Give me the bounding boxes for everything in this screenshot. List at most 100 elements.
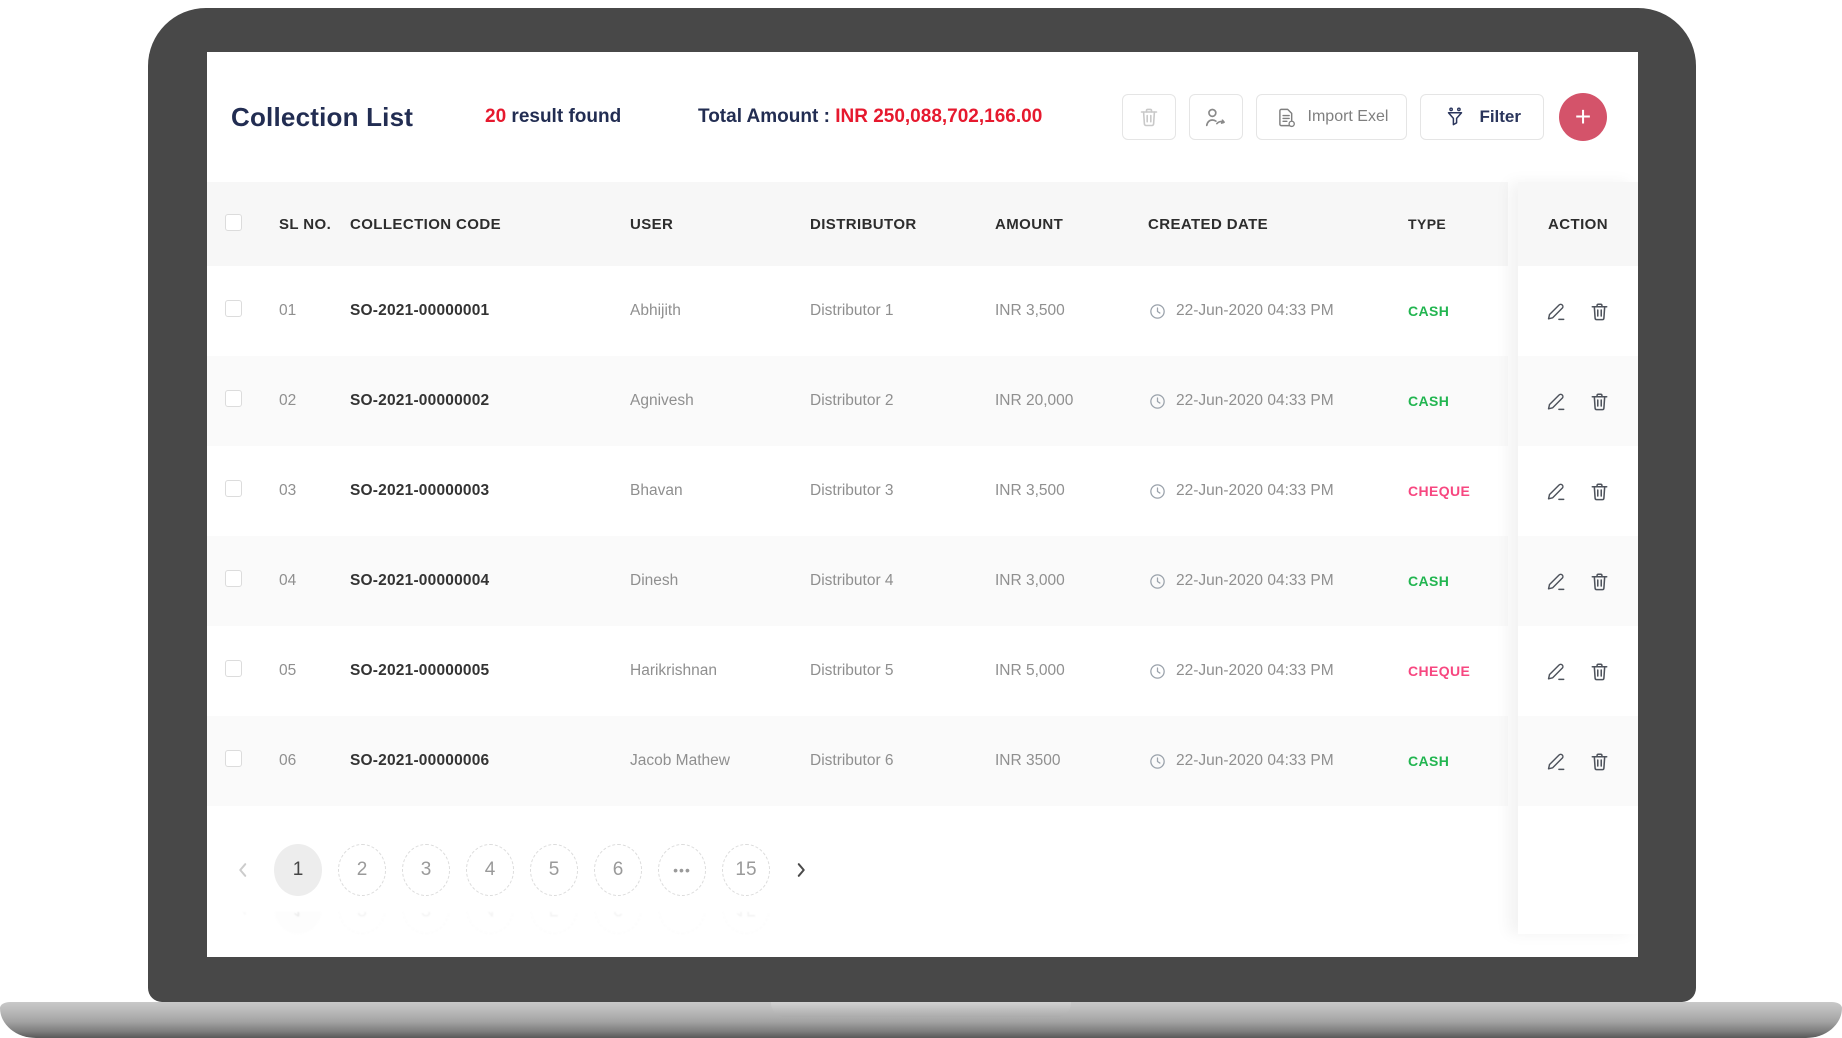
edit-icon[interactable]: [1545, 480, 1568, 503]
add-collection-button[interactable]: +: [1559, 93, 1607, 141]
table-action-panel: ACTION: [1518, 182, 1638, 934]
code-cell: SO-2021-00000006: [350, 752, 490, 769]
edit-icon[interactable]: [1545, 660, 1568, 683]
code-cell: SO-2021-00000002: [350, 392, 490, 409]
trash-icon: [1140, 108, 1157, 127]
clock-icon: [1150, 303, 1165, 319]
chevron-left-icon: [239, 863, 247, 877]
table-column-gap: [1508, 182, 1518, 934]
table-header-row: SL NO. COLLECTION CODE USER DISTRIBUTOR …: [207, 182, 1508, 266]
page-title: Collection List: [231, 101, 414, 132]
row-actions: [1518, 266, 1638, 356]
type-cell: CASH: [1408, 303, 1450, 319]
code-cell: SO-2021-00000001: [350, 302, 490, 319]
edit-icon[interactable]: [1545, 300, 1568, 323]
app-window: Collection List 20 result found Total Am…: [207, 52, 1638, 957]
import-excel-button[interactable]: Import Exel: [1255, 94, 1408, 140]
distributor-cell: Distributor 2: [810, 392, 894, 409]
laptop-base: [0, 1002, 1842, 1038]
col-header-sl: SL NO.: [279, 215, 332, 233]
type-cell: CASH: [1408, 573, 1450, 589]
app-header: Collection List 20 result found Total Am…: [207, 52, 1638, 182]
created-date-cell: 22-Jun-2020 04:33 PM: [1176, 482, 1334, 499]
chevron-right-icon: [797, 863, 805, 877]
delete-icon[interactable]: [1588, 750, 1611, 773]
filter-label: Filter: [1479, 107, 1521, 126]
assign-user-button[interactable]: [1188, 94, 1243, 140]
code-cell: SO-2021-00000004: [350, 572, 490, 589]
pagination-reflection: 1 2 3 4 5 6 ••• 15: [207, 912, 1508, 934]
row-checkbox[interactable]: [225, 570, 242, 587]
row-checkbox[interactable]: [225, 300, 242, 317]
delete-icon[interactable]: [1588, 660, 1611, 683]
table-row: 03 SO-2021-00000003 Bhavan Distributor 3…: [207, 446, 1508, 536]
user-cell: Dinesh: [630, 572, 679, 589]
pagination-next-button[interactable]: [790, 860, 810, 880]
table-main-panel: SL NO. COLLECTION CODE USER DISTRIBUTOR …: [207, 182, 1508, 934]
delete-icon[interactable]: [1588, 570, 1611, 593]
sl-cell: 01: [279, 302, 297, 319]
funnel-icon: [1448, 107, 1463, 126]
row-checkbox[interactable]: [225, 660, 242, 677]
created-date-cell: 22-Jun-2020 04:33 PM: [1176, 752, 1334, 769]
pagination: 1 2 3 4 5 6 ••• 15: [234, 844, 1508, 896]
distributor-cell: Distributor 1: [810, 302, 894, 319]
edit-icon[interactable]: [1545, 390, 1568, 413]
created-date-cell: 22-Jun-2020 04:33 PM: [1176, 572, 1334, 589]
pagination-page-15[interactable]: 15: [722, 844, 770, 896]
user-cell: Bhavan: [630, 482, 683, 499]
edit-icon[interactable]: [1545, 750, 1568, 773]
filter-button[interactable]: Filter: [1420, 94, 1544, 140]
delete-icon[interactable]: [1588, 300, 1611, 323]
col-header-action: ACTION: [1518, 182, 1638, 266]
sl-cell: 06: [279, 752, 297, 769]
pagination-prev-button[interactable]: [234, 860, 254, 880]
pagination-page-5[interactable]: 5: [530, 844, 578, 896]
delete-selected-button[interactable]: [1121, 94, 1176, 140]
total-amount-label: Total Amount :: [698, 106, 830, 127]
clock-icon: [1150, 573, 1165, 589]
row-actions: [1518, 536, 1638, 626]
edit-icon[interactable]: [1545, 570, 1568, 593]
distributor-cell: Distributor 5: [810, 662, 894, 679]
distributor-cell: Distributor 3: [810, 482, 894, 499]
table-row: 02 SO-2021-00000002 Agnivesh Distributor…: [207, 356, 1508, 446]
row-checkbox[interactable]: [225, 480, 242, 497]
row-checkbox[interactable]: [225, 750, 242, 767]
amount-cell: INR 3,500: [995, 482, 1065, 499]
pagination-page-6[interactable]: 6: [594, 844, 642, 896]
clock-icon: [1150, 483, 1165, 499]
row-checkbox[interactable]: [225, 390, 242, 407]
code-cell: SO-2021-00000005: [350, 662, 490, 679]
laptop-frame: Collection List 20 result found Total Am…: [148, 8, 1696, 1002]
pagination-page-4[interactable]: 4: [466, 844, 514, 896]
row-actions: [1518, 626, 1638, 716]
pagination-page-2[interactable]: 2: [338, 844, 386, 896]
amount-cell: INR 3,500: [995, 302, 1065, 319]
created-date-cell: 22-Jun-2020 04:33 PM: [1176, 302, 1334, 319]
result-count-number: 20: [485, 106, 507, 127]
amount-cell: INR 5,000: [995, 662, 1065, 679]
col-header-amount: AMOUNT: [995, 215, 1064, 233]
amount-cell: INR 20,000: [995, 392, 1074, 409]
pagination-ellipsis[interactable]: •••: [658, 844, 706, 896]
pagination-page-3[interactable]: 3: [402, 844, 450, 896]
table-row: 06 SO-2021-00000006 Jacob Mathew Distrib…: [207, 716, 1508, 806]
created-date-cell: 22-Jun-2020 04:33 PM: [1176, 392, 1334, 409]
user-cell: Jacob Mathew: [630, 752, 730, 769]
created-date-cell: 22-Jun-2020 04:33 PM: [1176, 662, 1334, 679]
col-header-code: COLLECTION CODE: [350, 215, 501, 233]
amount-cell: INR 3500: [995, 752, 1061, 769]
delete-icon[interactable]: [1588, 390, 1611, 413]
type-cell: CHEQUE: [1408, 483, 1471, 499]
select-all-checkbox[interactable]: [225, 213, 242, 231]
col-header-user: USER: [630, 215, 674, 233]
type-cell: CHEQUE: [1408, 663, 1471, 679]
result-count: 20 result found: [485, 106, 698, 128]
sl-cell: 05: [279, 662, 297, 679]
result-count-label: result found: [511, 106, 622, 127]
col-header-distributor: DISTRIBUTOR: [810, 215, 917, 233]
delete-icon[interactable]: [1588, 480, 1611, 503]
pagination-page-1[interactable]: 1: [274, 844, 322, 896]
